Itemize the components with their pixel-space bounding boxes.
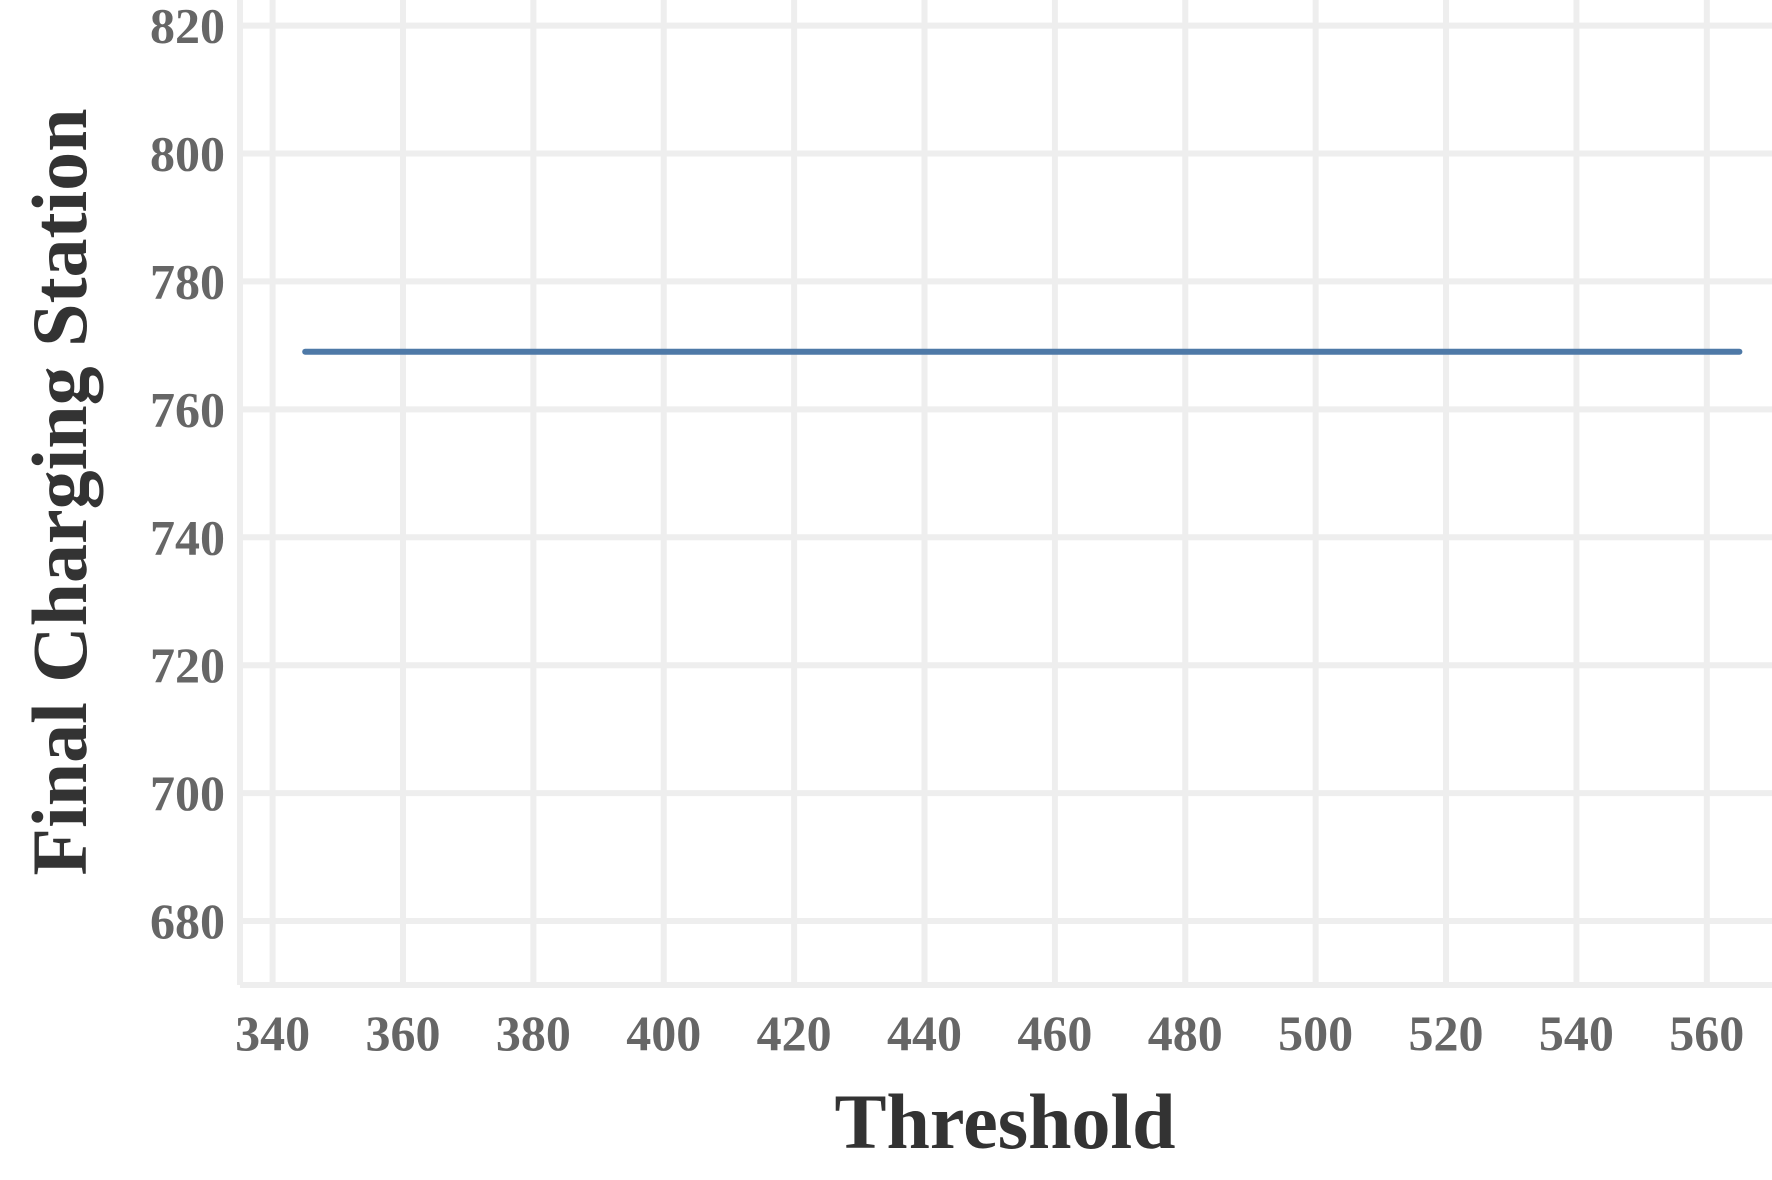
x-tick-label: 500: [1278, 1005, 1353, 1061]
x-tick-label: 400: [626, 1005, 701, 1061]
x-tick-label: 360: [365, 1005, 440, 1061]
y-tick-labels: 680 700 720 740 760 780 800 820: [150, 0, 225, 949]
x-tick-label: 540: [1539, 1005, 1614, 1061]
y-tick-label: 800: [150, 126, 225, 182]
x-tick-label: 340: [235, 1005, 310, 1061]
x-tick-label: 480: [1148, 1005, 1223, 1061]
y-tick-label: 680: [150, 893, 225, 949]
grid: [237, 0, 1772, 988]
y-tick-label: 820: [150, 0, 225, 54]
x-tick-labels: 340 360 380 400 420 440 460 480 500 520 540 560: [235, 1005, 1744, 1061]
x-tick-label: 440: [887, 1005, 962, 1061]
x-tick-label: 420: [757, 1005, 832, 1061]
x-tick-label: 460: [1017, 1005, 1092, 1061]
y-tick-label: 740: [150, 509, 225, 565]
x-tick-label: 560: [1669, 1005, 1744, 1061]
x-axis-title: Threshold: [834, 1078, 1175, 1165]
x-tick-label: 380: [496, 1005, 571, 1061]
x-tick-label: 520: [1409, 1005, 1484, 1061]
y-axis-title: Final Charging Station: [16, 108, 103, 875]
y-tick-label: 700: [150, 765, 225, 821]
y-tick-label: 720: [150, 637, 225, 693]
y-tick-label: 780: [150, 253, 225, 309]
y-tick-label: 760: [150, 381, 225, 437]
